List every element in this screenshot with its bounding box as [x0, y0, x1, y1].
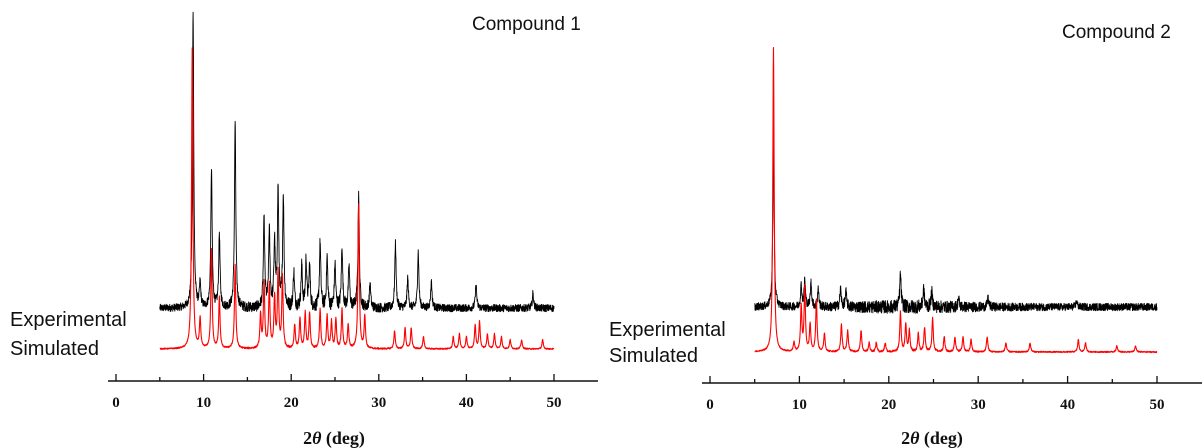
x-axis-title-unit: (deg)	[321, 428, 365, 448]
x-tick-label: 30	[971, 397, 986, 413]
panel-1: Compound 1 Experimental Simulated 0 10 20 30 40…	[10, 11, 598, 448]
x-tick-label: 10	[196, 395, 211, 411]
simulated-trace	[754, 46, 1158, 354]
simulated-label: Simulated	[10, 338, 99, 360]
x-tick-label: 50	[1150, 397, 1165, 413]
x-tick-label: 40	[1060, 397, 1075, 413]
experimental-trace	[159, 11, 555, 313]
simulated-label: Simulated	[609, 345, 698, 367]
x-axis-title-unit: (deg)	[919, 428, 963, 448]
x-tick-label: 40	[459, 395, 474, 411]
x-axis-title-prefix: 2	[303, 428, 312, 448]
experimental-label: Experimental	[609, 319, 726, 341]
panel-title: Compound 1	[472, 14, 581, 35]
x-tick-label: 30	[371, 395, 386, 411]
x-tick-label: 20	[881, 397, 896, 413]
panel-2: Compound 2 Experimental Simulated 0 10 20 30 40…	[609, 22, 1202, 448]
x-tick-label: 0	[706, 397, 714, 413]
x-axis-title: 2θ (deg)	[901, 428, 963, 448]
experimental-trace	[754, 141, 1158, 314]
x-tick-label: 20	[284, 395, 299, 411]
x-axis-title-theta: θ	[910, 428, 920, 448]
experimental-label: Experimental	[10, 309, 127, 331]
x-tick-label: 10	[792, 397, 807, 413]
x-tick-label: 50	[547, 395, 562, 411]
x-axis-title-prefix: 2	[901, 428, 910, 448]
x-axis-title: 2θ (deg)	[303, 428, 365, 448]
simulated-trace	[159, 47, 555, 350]
x-axis-title-theta: θ	[312, 428, 322, 448]
x-tick-label: 0	[112, 395, 120, 411]
panel-title: Compound 2	[1062, 22, 1171, 43]
